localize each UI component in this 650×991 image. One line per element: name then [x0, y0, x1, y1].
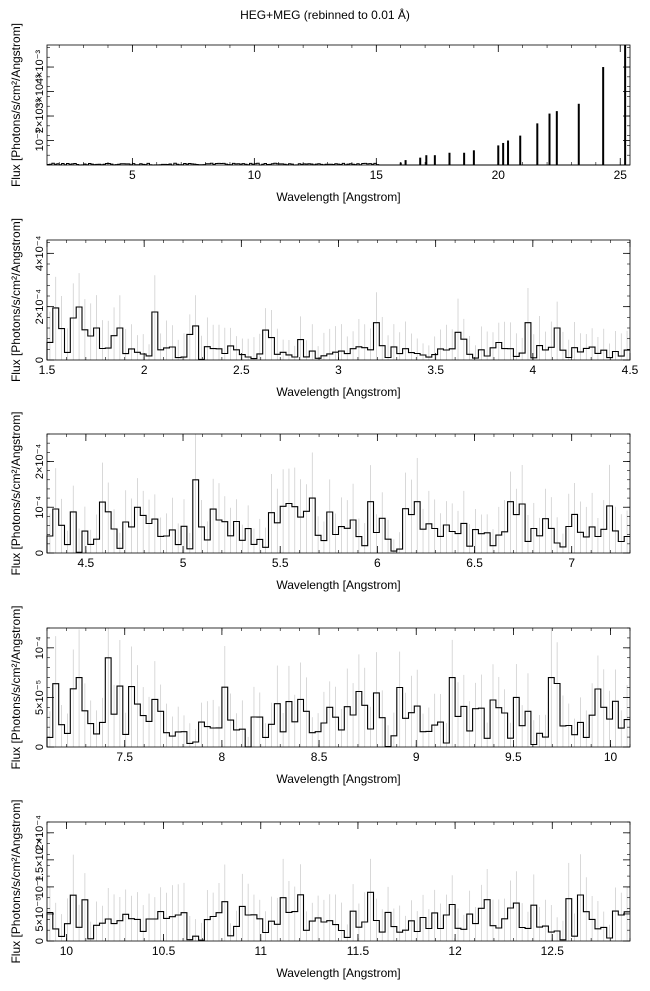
x-tick-label: 3.5	[427, 363, 444, 377]
emission-line	[497, 145, 500, 165]
y-axis-label: Flux [Photons/s/cm²/Angstrom]	[9, 411, 23, 575]
emission-line	[419, 157, 422, 165]
x-tick-label: 10	[248, 168, 262, 182]
x-tick-label: 10	[604, 750, 618, 764]
x-tick-label: 6	[374, 556, 381, 570]
x-tick-label: 15	[370, 168, 384, 182]
x-tick-label: 9.5	[505, 750, 522, 764]
x-tick-label: 4.5	[78, 556, 95, 570]
x-axis-label: Wavelength [Angstrom]	[276, 385, 400, 399]
y-tick-label: 0	[34, 744, 46, 750]
x-axis-label: Wavelength [Angstrom]	[276, 772, 400, 786]
emission-line	[425, 155, 428, 165]
x-tick-label: 9	[413, 750, 420, 764]
emission-line	[433, 155, 436, 165]
emission-line	[577, 103, 580, 165]
y-tick-label: 2×10⁻⁴	[34, 289, 46, 325]
histogram-line	[46, 657, 630, 748]
y-axis-label: Flux [Photons/s/cm²/Angstrom]	[9, 605, 23, 769]
plot-frame	[46, 44, 631, 166]
emission-line	[502, 142, 505, 165]
x-tick-label: 8.5	[311, 750, 328, 764]
x-tick-label: 1.5	[39, 363, 56, 377]
emission-line	[404, 160, 407, 165]
x-tick-label: 8	[219, 750, 226, 764]
y-tick-label: 10⁻⁴	[34, 636, 46, 659]
y-tick-label: 5×10⁻⁵	[34, 680, 46, 715]
y-tick-label: 10⁻⁴	[34, 496, 46, 519]
y-axis-label: Flux [Photons/s/cm²/Angstrom]	[9, 218, 23, 382]
x-tick-label: 4.5	[622, 363, 639, 377]
x-tick-label: 4	[529, 363, 536, 377]
emission-line	[507, 140, 510, 165]
x-tick-label: 10	[60, 944, 74, 958]
x-tick-label: 2.5	[233, 363, 250, 377]
y-axis-label: Flux [Photons/s/cm²/Angstrom]	[9, 799, 23, 963]
x-tick-label: 12	[448, 944, 462, 958]
y-tick-label: 0	[34, 938, 46, 944]
y-tick-label: 5×10⁻⁵	[34, 896, 46, 931]
x-tick-label: 6.5	[466, 556, 483, 570]
y-tick-label: 0	[34, 550, 46, 556]
x-axis-label: Wavelength [Angstrom]	[276, 578, 400, 592]
x-tick-label: 3	[335, 363, 342, 377]
y-tick-label: 2×10⁻³	[34, 99, 46, 134]
x-axis-label: Wavelength [Angstrom]	[276, 190, 400, 204]
plot-frame	[46, 821, 631, 942]
x-tick-label: 2	[141, 363, 148, 377]
emission-line	[536, 123, 539, 165]
histogram-line	[46, 479, 630, 553]
x-tick-label: 7	[568, 556, 575, 570]
x-tick-label: 10.5	[152, 944, 176, 958]
histogram-line	[46, 891, 630, 941]
x-tick-label: 7.5	[116, 750, 133, 764]
x-axis-label: Wavelength [Angstrom]	[276, 966, 400, 980]
emission-line	[624, 45, 627, 165]
emission-line	[548, 113, 551, 165]
x-tick-label: 25	[614, 168, 628, 182]
x-tick-label: 11.5	[347, 944, 370, 958]
emission-line	[519, 135, 522, 165]
y-tick-label: 10⁻³	[34, 129, 46, 151]
y-axis-label: Flux [Photons/s/cm²/Angstrom]	[9, 23, 23, 187]
y-tick-label: 10⁻⁴	[34, 875, 46, 898]
x-tick-label: 5.5	[272, 556, 289, 570]
y-tick-label: 4×10⁻³	[34, 50, 46, 85]
y-tick-label: 2×10⁻⁴	[34, 815, 46, 851]
y-tick-label: 0	[34, 357, 46, 363]
x-tick-label: 5	[129, 168, 136, 182]
x-tick-label: 5	[180, 556, 187, 570]
plot-frame	[46, 239, 631, 361]
figure-title: HEG+MEG (rebinned to 0.01 Å)	[240, 8, 410, 22]
y-tick-label: 3×10⁻³	[34, 74, 46, 109]
y-tick-label: 2×10⁻⁴	[34, 444, 46, 480]
x-tick-label: 11	[255, 944, 268, 958]
y-tick-label: 1.5×10⁻⁴	[34, 837, 46, 882]
emission-line	[602, 67, 605, 165]
histogram-line	[46, 306, 630, 360]
emission-line	[463, 152, 466, 165]
emission-line	[472, 150, 475, 165]
x-tick-label: 12.5	[541, 944, 565, 958]
emission-line	[555, 111, 558, 165]
y-tick-label: 4×10⁻⁴	[34, 235, 46, 271]
x-tick-label: 20	[492, 168, 506, 182]
emission-line	[448, 152, 451, 165]
